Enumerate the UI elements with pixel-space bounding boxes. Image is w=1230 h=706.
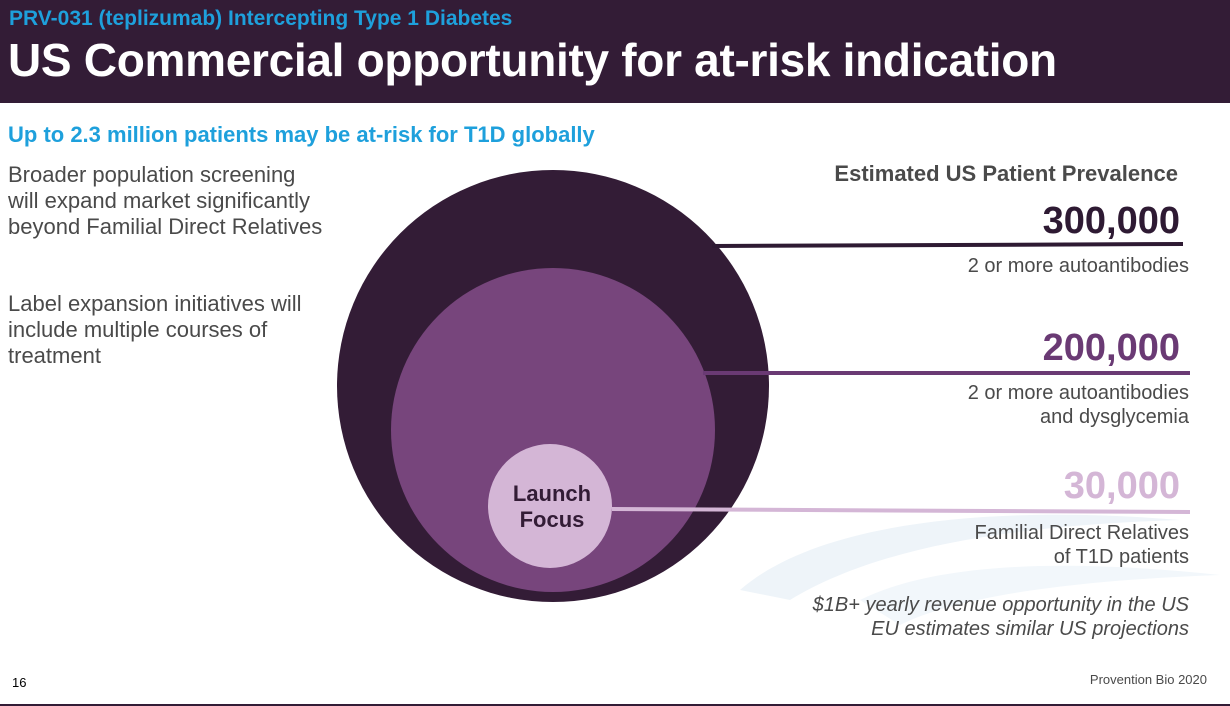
page-title: US Commercial opportunity for at-risk in… (8, 34, 1057, 86)
background-swoosh-2 (860, 565, 1220, 625)
background-swoosh (740, 514, 1180, 600)
leader-line-30000 (611, 507, 1191, 514)
leader-line-300000 (711, 242, 1184, 248)
prevalence-value-30000: 30,000 (1063, 465, 1180, 507)
inner-circle (488, 444, 612, 568)
page-number: 16 (12, 675, 27, 690)
prevalence-desc-200000: 2 or more autoantibodies and dysglycemia (968, 381, 1189, 429)
left-paragraph-label-expansion: Label expansion initiatives will include… (8, 291, 302, 368)
footer-company: Provention Bio 2020 (1089, 672, 1207, 687)
bottom-rule (0, 704, 1230, 706)
prevalence-value-200000: 200,000 (1042, 327, 1180, 369)
subtitle: Up to 2.3 million patients may be at-ris… (8, 122, 595, 147)
revenue-line-2: EU estimates similar US projections (871, 618, 1189, 640)
prevalence-desc-300000: 2 or more autoantibodies (968, 254, 1189, 278)
prevalence-heading: Estimated US Patient Prevalence (834, 161, 1178, 186)
header-bar: PRV-031 (teplizumab) Intercepting Type 1… (0, 0, 1230, 103)
prevalence-desc-line: and dysglycemia (1040, 406, 1189, 428)
header-kicker: PRV-031 (teplizumab) Intercepting Type 1… (9, 7, 513, 30)
prevalence-desc-line: Familial Direct Relatives (974, 522, 1190, 544)
left-paragraph-screening: Broader population screening will expand… (8, 162, 323, 239)
prevalence-desc-line: 2 or more autoantibodies (967, 255, 1189, 277)
prevalence-desc-30000: Familial Direct Relatives of T1D patient… (975, 521, 1190, 569)
revenue-line-1: $1B+ yearly revenue opportunity in the U… (812, 594, 1189, 616)
prevalence-desc-line: of T1D patients (1053, 546, 1189, 568)
prevalence-desc-line: 2 or more autoantibodies (967, 382, 1189, 404)
launch-focus-line1: Launch (512, 481, 592, 506)
launch-focus-line2: Focus (519, 507, 585, 532)
prevalence-value-300000: 300,000 (1042, 200, 1180, 242)
launch-focus-label: Launch Focus (490, 481, 614, 533)
revenue-note: $1B+ yearly revenue opportunity in the U… (813, 593, 1189, 641)
